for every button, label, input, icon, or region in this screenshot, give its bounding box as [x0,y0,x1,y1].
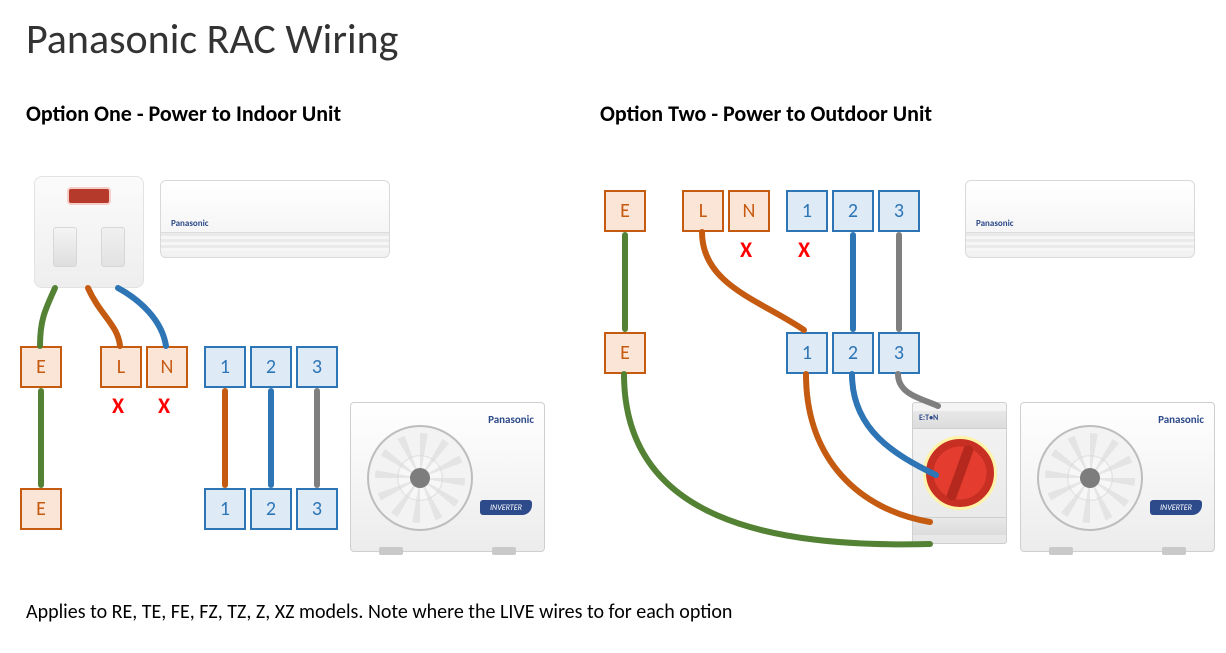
isolator-dial-icon [923,436,997,510]
opt2-wire-2-2 [850,232,856,332]
indoor-unit-opt2: Panasonic [965,180,1195,258]
outdoor-inverter-badge: INVERTER [480,500,532,515]
outdoor-unit-opt2: Panasonic INVERTER [1020,402,1215,552]
isolator-handle-icon [945,444,974,502]
opt2-wire-E-isolator [624,374,930,544]
opt2-row2-2: 2 [832,332,874,374]
spur-switch-rocker [53,227,77,267]
opt1-row2-2: 2 [250,488,292,530]
opt2-x-1: X [798,236,810,263]
outdoor-inverter-badge: INVERTER [1150,500,1202,515]
opt1-row1-2: 2 [250,346,292,388]
opt1-wire-2-2 [268,388,274,488]
opt1-wire-1-1 [222,388,228,488]
opt2-wire-3-3 [896,232,902,332]
opt2-row1-3: 3 [878,190,920,232]
opt2-wire-3-isolator [898,374,938,406]
outdoor-unit-opt1: Panasonic INVERTER [350,402,545,552]
outdoor-fan-grille-icon [1037,425,1143,531]
fused-spur [34,176,144,288]
outdoor-fan-grille-icon [367,425,473,531]
opt2-row1-L: L [682,190,724,232]
opt1-row1-1: 1 [204,346,246,388]
option1-title: Option One - Power to Indoor Unit [26,100,341,127]
footnote: Applies to RE, TE, FE, FZ, TZ, Z, XZ mod… [26,600,732,624]
opt1-row2-1: 1 [204,488,246,530]
opt2-x-N: X [740,236,752,263]
opt1-row2-3: 3 [296,488,338,530]
indoor-unit-opt1: Panasonic [160,180,390,258]
opt1-wire-spur-N [118,288,166,346]
opt1-wire-spur-L [88,288,120,346]
opt2-wire-2-isolator [852,374,936,475]
opt1-wire-E-E [38,388,44,488]
opt1-wire-3-3 [314,388,320,488]
opt2-row1-N: N [728,190,770,232]
outdoor-brand-logo: Panasonic [488,413,534,426]
opt2-row2-1: 1 [786,332,828,374]
option2-title: Option Two - Power to Outdoor Unit [600,100,932,127]
opt2-row2-3: 3 [878,332,920,374]
opt2-row1-2: 2 [832,190,874,232]
opt2-row2-E: E [604,332,646,374]
opt1-row1-L: L [100,346,142,388]
opt2-wire-L-to-1 [702,232,804,330]
spur-fuse-holder [101,227,125,267]
opt2-row1-1: 1 [786,190,828,232]
opt1-wire-spur-E [40,288,55,346]
opt1-row1-E: E [20,346,62,388]
opt1-row1-N: N [146,346,188,388]
page-title: Panasonic RAC Wiring [26,14,398,65]
indoor-brand-logo: Panasonic [171,218,209,229]
indoor-brand-logo: Panasonic [976,218,1014,229]
wire-curves [0,0,1226,653]
opt1-x-N: X [158,392,170,419]
opt1-x-L: X [112,392,124,419]
outdoor-brand-logo: Panasonic [1158,413,1204,426]
spur-neon-indicator [67,187,111,205]
opt2-row1-E: E [604,190,646,232]
opt1-row2-E: E [20,488,62,530]
opt1-row1-3: 3 [296,346,338,388]
opt2-wire-E-E [622,232,628,332]
opt2-wire-1-isolator [806,374,930,522]
rotary-isolator: E:T•N [912,402,1007,544]
isolator-brand: E:T•N [919,413,938,423]
